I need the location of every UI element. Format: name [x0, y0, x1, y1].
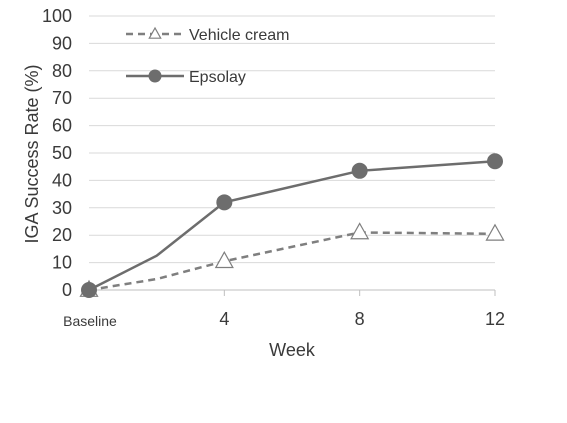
x-tick-label: 12 [485, 309, 505, 329]
y-axis-ticks: 0 10 20 30 40 50 60 70 80 90 100 [42, 6, 72, 300]
data-point [487, 153, 503, 170]
series-vehicle-cream [79, 222, 505, 297]
legend-label-vehicle-cream: Vehicle cream [189, 27, 290, 44]
legend-marker-vehicle-cream [148, 26, 162, 39]
data-point [485, 223, 505, 241]
gridlines [89, 15, 495, 264]
legend-item-vehicle-cream: Vehicle cream [126, 26, 290, 44]
legend: Vehicle cream Epsolay [126, 26, 290, 86]
y-tick-label: 60 [52, 116, 72, 136]
data-point [81, 282, 97, 298]
y-axis-title: IGA Success Rate (%) [22, 64, 42, 243]
x-axis-ticks: Baseline 4 8 12 [63, 290, 505, 329]
y-tick-label: 70 [52, 88, 72, 108]
x-tick-label: Baseline [63, 313, 117, 329]
series-group [79, 153, 505, 298]
data-point [216, 194, 233, 211]
legend-marker-epsolay [148, 69, 162, 83]
data-point [351, 162, 368, 179]
y-tick-label: 10 [52, 253, 72, 273]
y-tick-label: 90 [52, 33, 72, 53]
x-tick-label: 8 [355, 309, 365, 329]
x-tick-label: 4 [219, 309, 229, 329]
y-tick-label: 40 [52, 170, 72, 190]
x-axis-title: Week [269, 340, 316, 360]
y-tick-label: 20 [52, 225, 72, 245]
y-tick-label: 80 [52, 61, 72, 81]
series-epsolay [81, 153, 503, 298]
data-point [350, 222, 370, 240]
data-point [214, 251, 234, 269]
y-tick-label: 100 [42, 6, 72, 26]
y-tick-label: 30 [52, 198, 72, 218]
y-tick-label: 0 [62, 280, 72, 300]
legend-label-epsolay: Epsolay [189, 69, 246, 86]
legend-item-epsolay: Epsolay [126, 69, 246, 86]
series-line [88, 231, 496, 292]
y-tick-label: 50 [52, 143, 72, 163]
